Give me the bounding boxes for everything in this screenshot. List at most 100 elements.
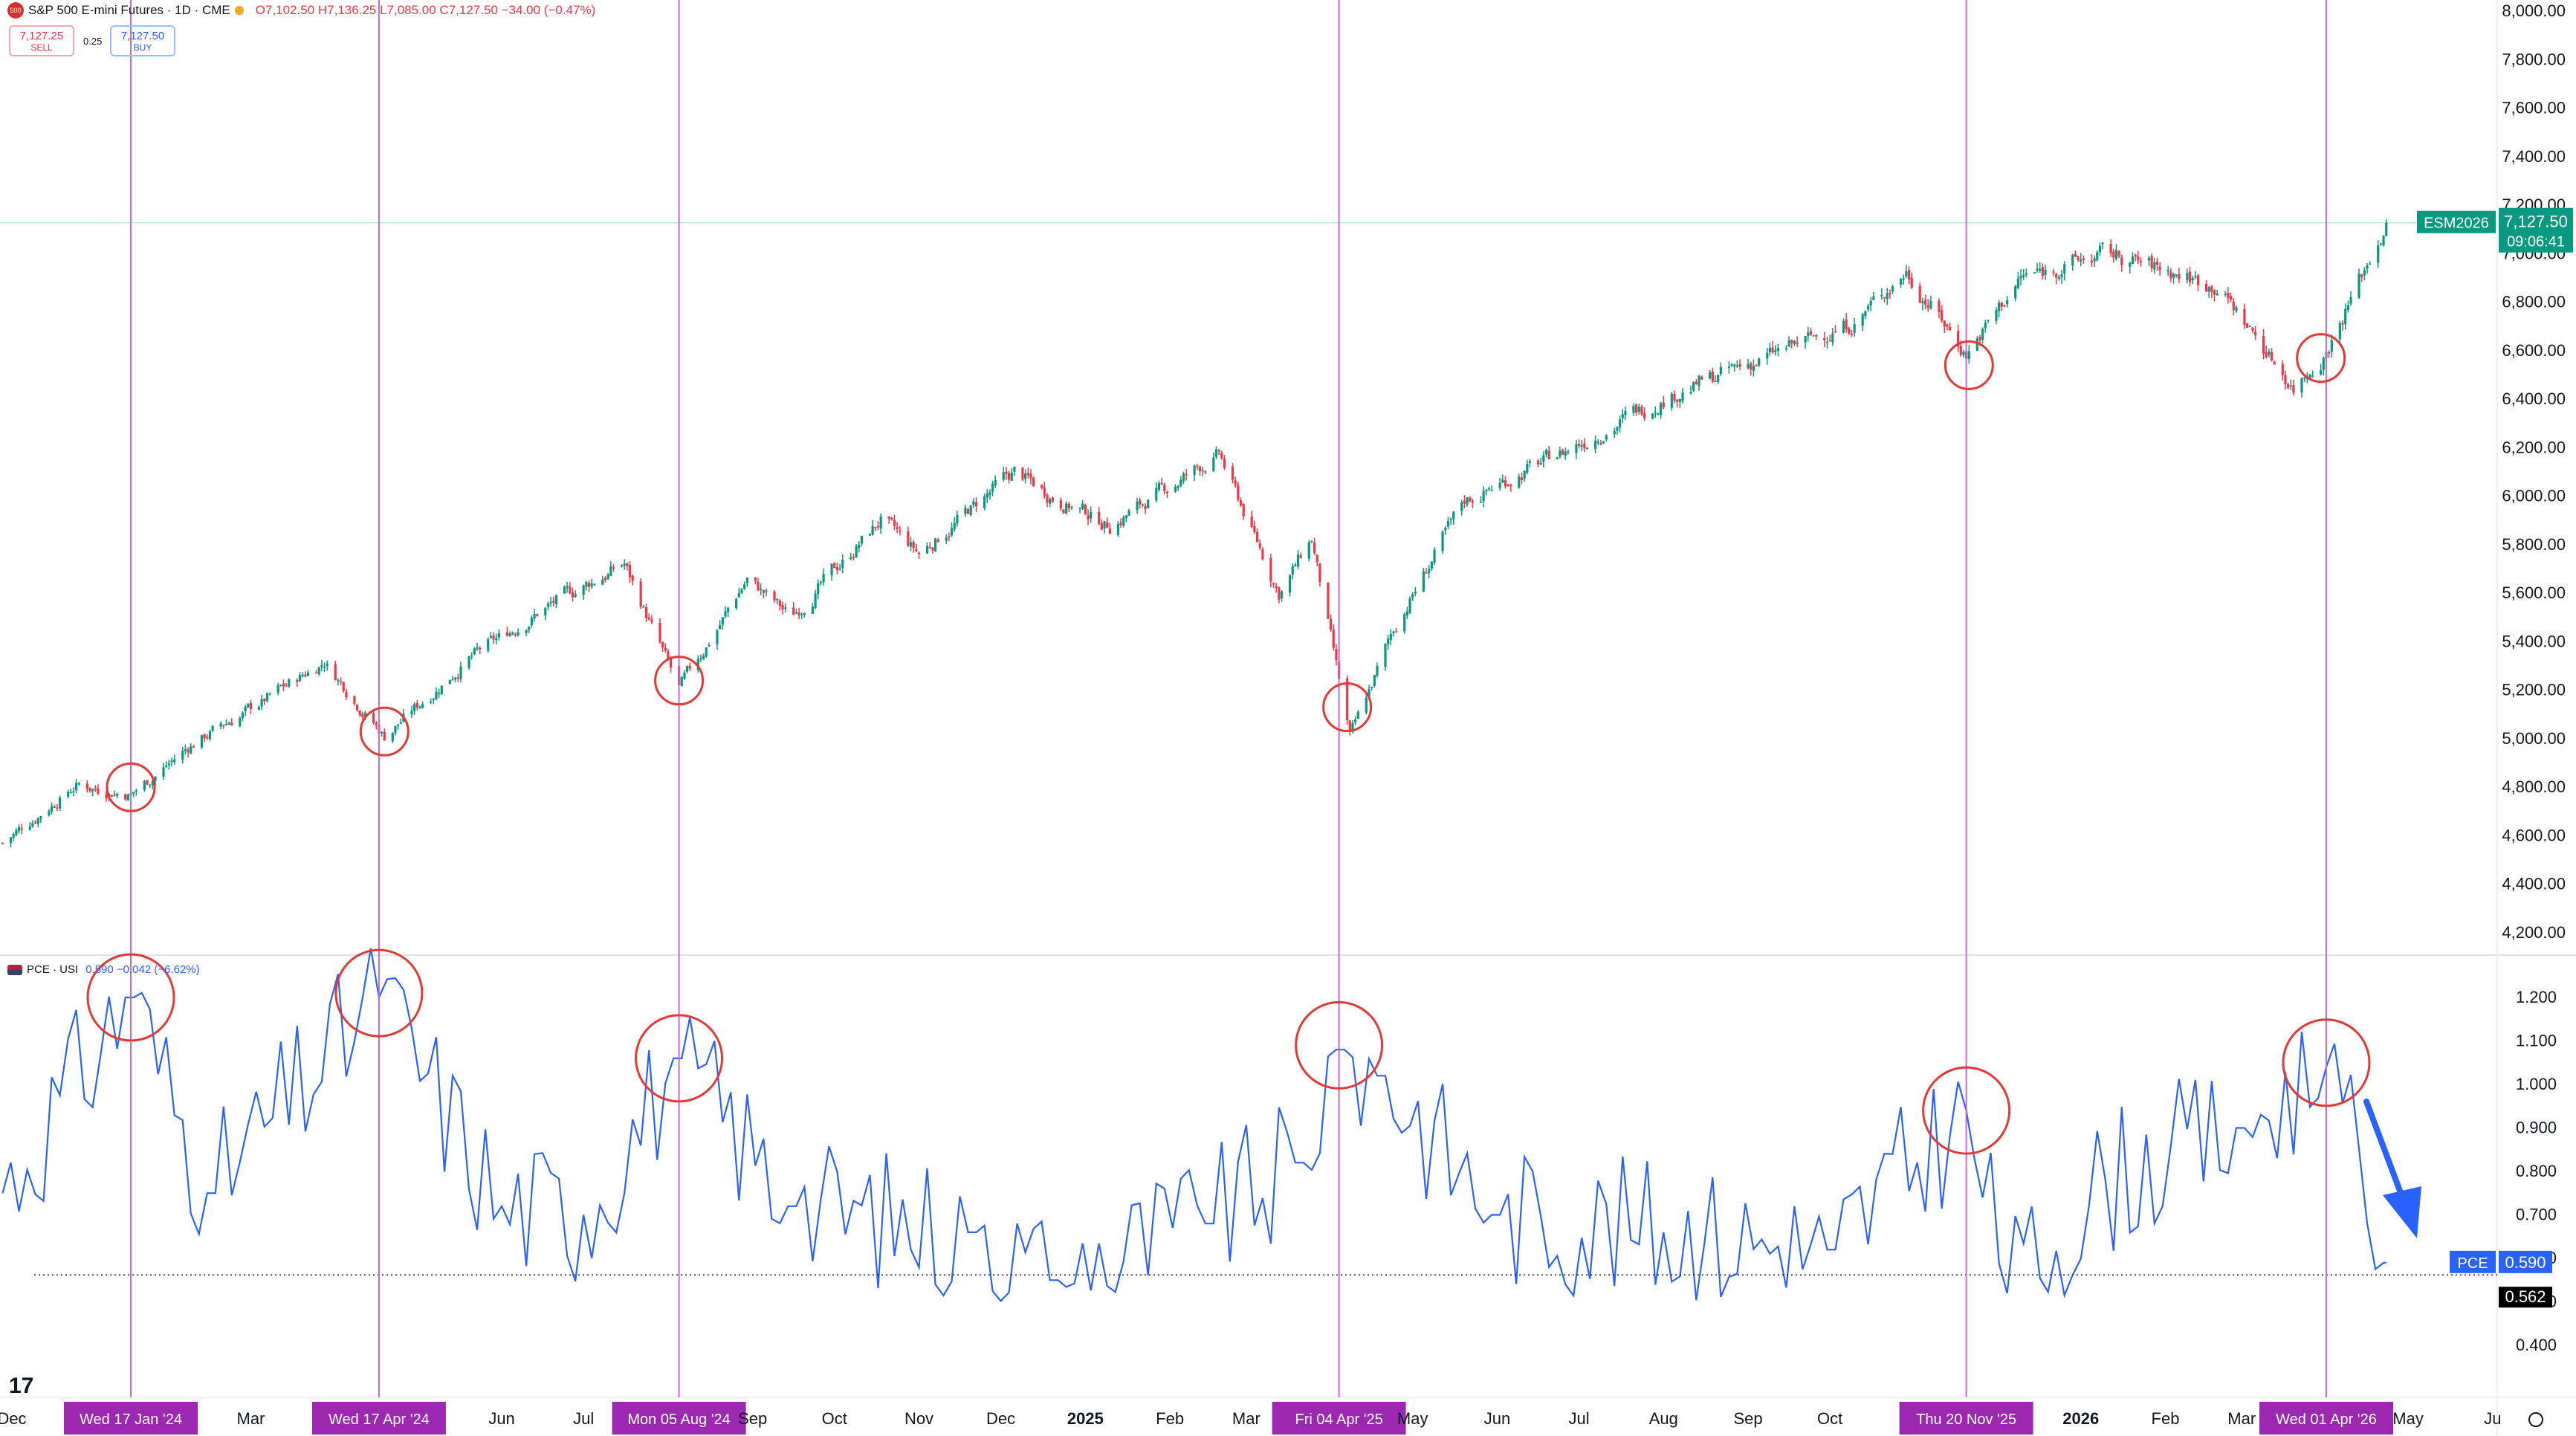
candle-body <box>896 526 899 529</box>
candle <box>950 522 954 537</box>
candle <box>2262 329 2265 360</box>
candle-body <box>260 699 263 707</box>
candle <box>1223 455 1226 470</box>
candle-body <box>208 731 212 740</box>
candle <box>2341 320 2344 331</box>
candle-body <box>467 656 470 668</box>
candle <box>1237 482 1240 502</box>
candle-body <box>1602 441 1605 444</box>
candle <box>1605 434 1608 442</box>
candle-body <box>1692 382 1695 391</box>
candle <box>2006 296 2009 308</box>
candle <box>91 789 94 797</box>
marker-label-bg <box>2259 1402 2393 1435</box>
candle-body <box>1678 398 1681 403</box>
candle <box>208 729 212 742</box>
candle <box>39 815 42 824</box>
candle <box>814 589 817 609</box>
candle-body <box>1428 569 1431 574</box>
buy-button[interactable]: 7,127.50 BUY <box>110 25 175 56</box>
candle-body <box>1949 326 1952 331</box>
candle <box>1861 313 1864 331</box>
symbol-header[interactable]: 500 S&P 500 E-mini Futures · 1D · CME O7… <box>7 1 595 19</box>
candle <box>517 628 520 637</box>
candle-body <box>2268 351 2271 355</box>
price-tick-label: 5,800.00 <box>2502 535 2566 554</box>
candle-body <box>1313 542 1316 554</box>
candle <box>2155 257 2159 271</box>
candle <box>1518 473 1521 489</box>
candle <box>260 694 263 711</box>
candle <box>1526 459 1529 475</box>
candle-body <box>2175 274 2178 276</box>
buy-label: BUY <box>133 42 152 53</box>
pce-line <box>1 948 2386 1302</box>
candle <box>1807 326 1810 342</box>
candle-body <box>124 794 127 800</box>
candle-body <box>1643 413 1646 418</box>
candle <box>838 563 841 571</box>
candle-body <box>1165 491 1169 494</box>
candle-body <box>165 766 168 767</box>
candle <box>489 632 492 639</box>
candle-body <box>721 617 724 625</box>
candle <box>2158 262 2161 276</box>
candle <box>2052 268 2055 276</box>
candle-body <box>582 585 585 595</box>
sell-button[interactable]: 7,127.25 SELL <box>9 25 74 56</box>
candle-body <box>2003 305 2006 307</box>
candle <box>1585 447 1589 450</box>
price-tick-label: 6,600.00 <box>2502 341 2566 360</box>
candle-body <box>9 837 13 844</box>
time-tick-label: Aug <box>1649 1409 1678 1428</box>
candle <box>1842 318 1845 334</box>
candle-body <box>2041 267 2044 276</box>
symbol-title[interactable]: S&P 500 E-mini Futures · 1D · CME <box>28 3 230 17</box>
candle-body <box>719 625 722 630</box>
indicator-title[interactable]: PCE · USI <box>27 963 79 976</box>
candle-body <box>487 638 490 651</box>
candle-body <box>1217 450 1220 452</box>
candle <box>2328 350 2331 358</box>
candle <box>1253 520 1256 534</box>
candle-body <box>1787 340 1790 347</box>
candle <box>381 731 384 737</box>
candle-body <box>1174 486 1177 492</box>
time-tick-label: Jul <box>1568 1409 1589 1428</box>
candle <box>33 820 37 824</box>
candle <box>2229 292 2233 303</box>
candle-body <box>893 520 896 526</box>
candle-body <box>320 664 323 667</box>
candle <box>9 836 13 847</box>
candle-body <box>203 734 206 739</box>
candle <box>1776 343 1780 357</box>
candle-body <box>699 658 702 659</box>
candle <box>1116 521 1119 537</box>
candle <box>601 576 604 585</box>
candle <box>473 647 476 656</box>
candle <box>1709 370 1712 380</box>
candle-body <box>1807 332 1810 336</box>
candle-body <box>1087 514 1090 520</box>
candle <box>1029 469 1032 485</box>
tradingview-logo-icon[interactable]: 17 <box>9 1374 34 1398</box>
sell-price: 7,127.25 <box>19 29 64 42</box>
candle <box>1067 502 1070 513</box>
indicator-legend[interactable]: PCE · USI 0.590 −0.042 (−6.62%) <box>7 963 200 976</box>
candle <box>1556 456 1559 460</box>
settings-gear-icon[interactable] <box>2528 1412 2543 1427</box>
candle <box>762 589 765 598</box>
candle <box>69 788 72 794</box>
candle <box>667 648 670 660</box>
candle-body <box>858 544 861 548</box>
candle <box>1825 336 1829 349</box>
candle-body <box>664 647 667 651</box>
candle <box>778 598 781 611</box>
candle <box>1070 505 1073 510</box>
candle-body <box>1059 499 1062 508</box>
candle-body <box>966 508 970 514</box>
candle <box>1220 450 1223 460</box>
candle <box>688 662 691 671</box>
candle-body <box>317 667 320 675</box>
